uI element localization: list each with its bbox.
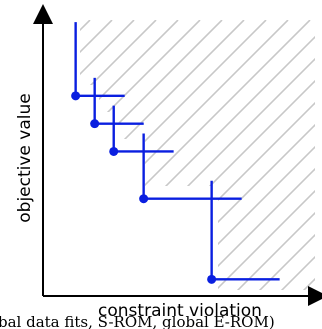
hatch-line [80, 20, 245, 290]
hatch-line [183, 20, 315, 290]
pareto-point [139, 194, 149, 204]
figure-caption: bal data fits, S-ROM, global E-ROM) [0, 313, 275, 329]
hatch-line [316, 20, 322, 300]
hatch-line [80, 20, 311, 290]
pareto-point [207, 274, 217, 284]
hatch-line [80, 20, 315, 290]
pareto-point [90, 119, 100, 129]
hatch-line [205, 20, 315, 290]
hatch-line [80, 20, 201, 290]
hatch-line [0, 20, 2, 300]
pareto-front [71, 22, 280, 284]
hatch-line [80, 20, 289, 290]
x-axis-label: constraint violation [98, 301, 262, 321]
hatch-line [161, 20, 315, 290]
hatch-line [80, 20, 135, 290]
hatch-line [293, 20, 315, 290]
hatch-line [80, 20, 179, 290]
hatch-line [95, 20, 315, 290]
hatch-line [249, 20, 315, 290]
pareto-point [71, 91, 81, 101]
y-axis-label: objective value [15, 93, 35, 222]
dominated-region-hatching [0, 20, 322, 300]
pareto-point [109, 146, 119, 156]
hatch-line [139, 20, 315, 290]
hatch-line [80, 20, 157, 290]
hatch-line [227, 20, 315, 290]
